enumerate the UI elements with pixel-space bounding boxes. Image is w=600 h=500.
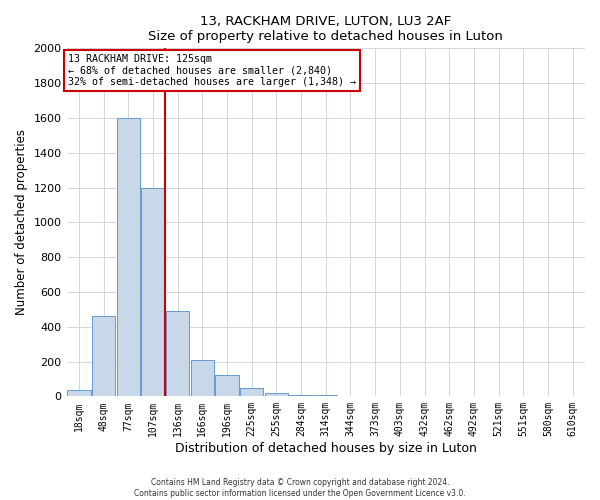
Bar <box>116 118 140 396</box>
Text: Contains HM Land Registry data © Crown copyright and database right 2024.
Contai: Contains HM Land Registry data © Crown c… <box>134 478 466 498</box>
Bar <box>240 388 263 396</box>
Bar <box>191 360 214 397</box>
Text: 13 RACKHAM DRIVE: 125sqm
← 68% of detached houses are smaller (2,840)
32% of sem: 13 RACKHAM DRIVE: 125sqm ← 68% of detach… <box>68 54 356 87</box>
Bar <box>289 394 313 396</box>
Bar <box>265 393 288 396</box>
Bar <box>141 188 164 396</box>
Bar <box>166 311 190 396</box>
Y-axis label: Number of detached properties: Number of detached properties <box>15 130 28 316</box>
Title: 13, RACKHAM DRIVE, LUTON, LU3 2AF
Size of property relative to detached houses i: 13, RACKHAM DRIVE, LUTON, LU3 2AF Size o… <box>148 15 503 43</box>
Bar <box>92 316 115 396</box>
Bar <box>67 390 91 396</box>
X-axis label: Distribution of detached houses by size in Luton: Distribution of detached houses by size … <box>175 442 477 455</box>
Bar <box>215 376 239 396</box>
